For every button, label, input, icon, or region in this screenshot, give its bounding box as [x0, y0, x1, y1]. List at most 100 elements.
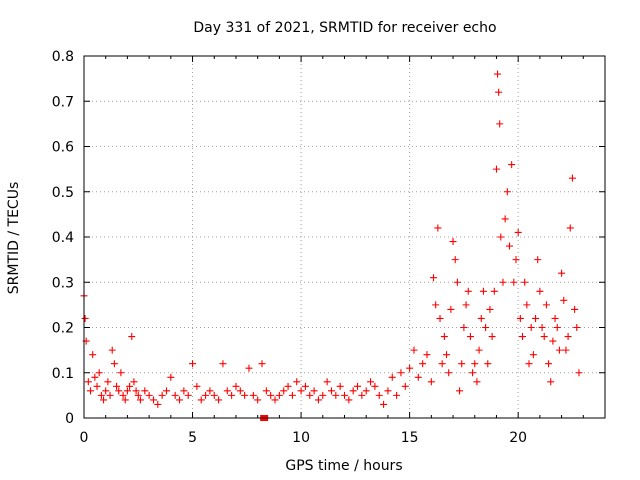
data-point	[275, 391, 283, 399]
data-point	[469, 369, 477, 377]
data-point	[471, 360, 479, 368]
data-point	[95, 369, 103, 377]
data-point	[551, 314, 559, 322]
data-point	[453, 278, 461, 286]
data-point	[249, 391, 257, 399]
data-point	[193, 382, 201, 390]
data-point	[414, 373, 422, 381]
y-tick-label: 0.2	[52, 321, 74, 337]
data-point	[423, 351, 431, 359]
data-point	[349, 387, 357, 395]
data-point	[258, 360, 266, 368]
y-tick-label: 0	[65, 411, 74, 427]
data-point	[568, 174, 576, 182]
data-point	[121, 396, 129, 404]
data-point	[484, 360, 492, 368]
data-point	[529, 351, 537, 359]
data-point	[406, 364, 414, 372]
data-point	[488, 333, 496, 341]
data-point	[288, 391, 296, 399]
data-point	[462, 301, 470, 309]
data-point	[206, 387, 214, 395]
data-point	[197, 396, 205, 404]
data-point	[388, 373, 396, 381]
data-point	[519, 333, 527, 341]
data-point	[410, 346, 418, 354]
data-point	[496, 120, 504, 128]
data-point	[384, 387, 392, 395]
data-point	[575, 369, 583, 377]
data-point	[477, 314, 485, 322]
data-point	[495, 88, 503, 96]
data-point	[254, 396, 262, 404]
data-point	[549, 337, 557, 345]
x-tick-label: 15	[401, 430, 419, 446]
x-tick-label: 20	[509, 430, 527, 446]
data-point	[564, 333, 572, 341]
data-point	[228, 391, 236, 399]
data-point	[293, 378, 301, 386]
x-tick-label: 5	[188, 430, 197, 446]
data-point	[176, 396, 184, 404]
data-point	[475, 346, 483, 354]
data-point	[306, 391, 314, 399]
data-point	[464, 287, 472, 295]
y-tick-label: 0.4	[52, 230, 74, 246]
data-point	[345, 396, 353, 404]
data-point	[110, 360, 118, 368]
data-point	[440, 333, 448, 341]
data-point	[443, 351, 451, 359]
data-point	[456, 387, 464, 395]
y-ticks: 0 0.1 0.2 0.3 0.4 0.5 0.6 0.7 0.8	[52, 49, 605, 427]
data-point	[447, 305, 455, 313]
y-axis-label: SRMTID / TECUs	[6, 182, 22, 295]
data-point	[202, 391, 210, 399]
data-point	[341, 391, 348, 399]
data-point	[184, 391, 192, 399]
data-point	[393, 391, 401, 399]
data-point	[451, 256, 459, 264]
data-point	[223, 387, 231, 395]
data-point	[91, 373, 99, 381]
data-point	[540, 333, 548, 341]
data-point	[97, 391, 105, 399]
data-point	[479, 287, 487, 295]
data-point	[460, 324, 468, 331]
data-point	[501, 215, 509, 223]
data-point	[482, 324, 490, 331]
data-point	[445, 369, 453, 377]
data-point	[336, 382, 344, 390]
data-point	[397, 369, 405, 377]
data-point	[128, 333, 136, 341]
data-point	[102, 387, 110, 395]
data-point	[514, 228, 522, 236]
data-point	[427, 378, 435, 386]
data-point	[536, 287, 544, 295]
data-point	[219, 360, 227, 368]
data-point	[432, 301, 440, 309]
data-point	[566, 224, 574, 232]
data-point	[358, 391, 366, 399]
data-point	[189, 360, 197, 368]
x-tick-label: 0	[80, 430, 89, 446]
data-point	[87, 387, 95, 395]
data-point	[521, 278, 529, 286]
data-point	[126, 382, 134, 390]
data-point	[486, 305, 494, 313]
data-point	[284, 382, 292, 390]
data-point	[280, 387, 288, 395]
data-point	[134, 391, 142, 399]
data-point	[555, 346, 563, 354]
data-point	[232, 382, 240, 390]
data-point	[545, 360, 553, 368]
y-tick-label: 0.8	[52, 49, 74, 65]
data-point	[119, 391, 127, 399]
data-point	[553, 324, 561, 331]
data-point	[89, 351, 97, 359]
x-axis-label: GPS time / hours	[285, 458, 402, 474]
data-point	[132, 387, 140, 395]
y-tick-label: 0.7	[52, 94, 74, 110]
data-point	[371, 382, 379, 390]
data-point	[245, 364, 253, 372]
